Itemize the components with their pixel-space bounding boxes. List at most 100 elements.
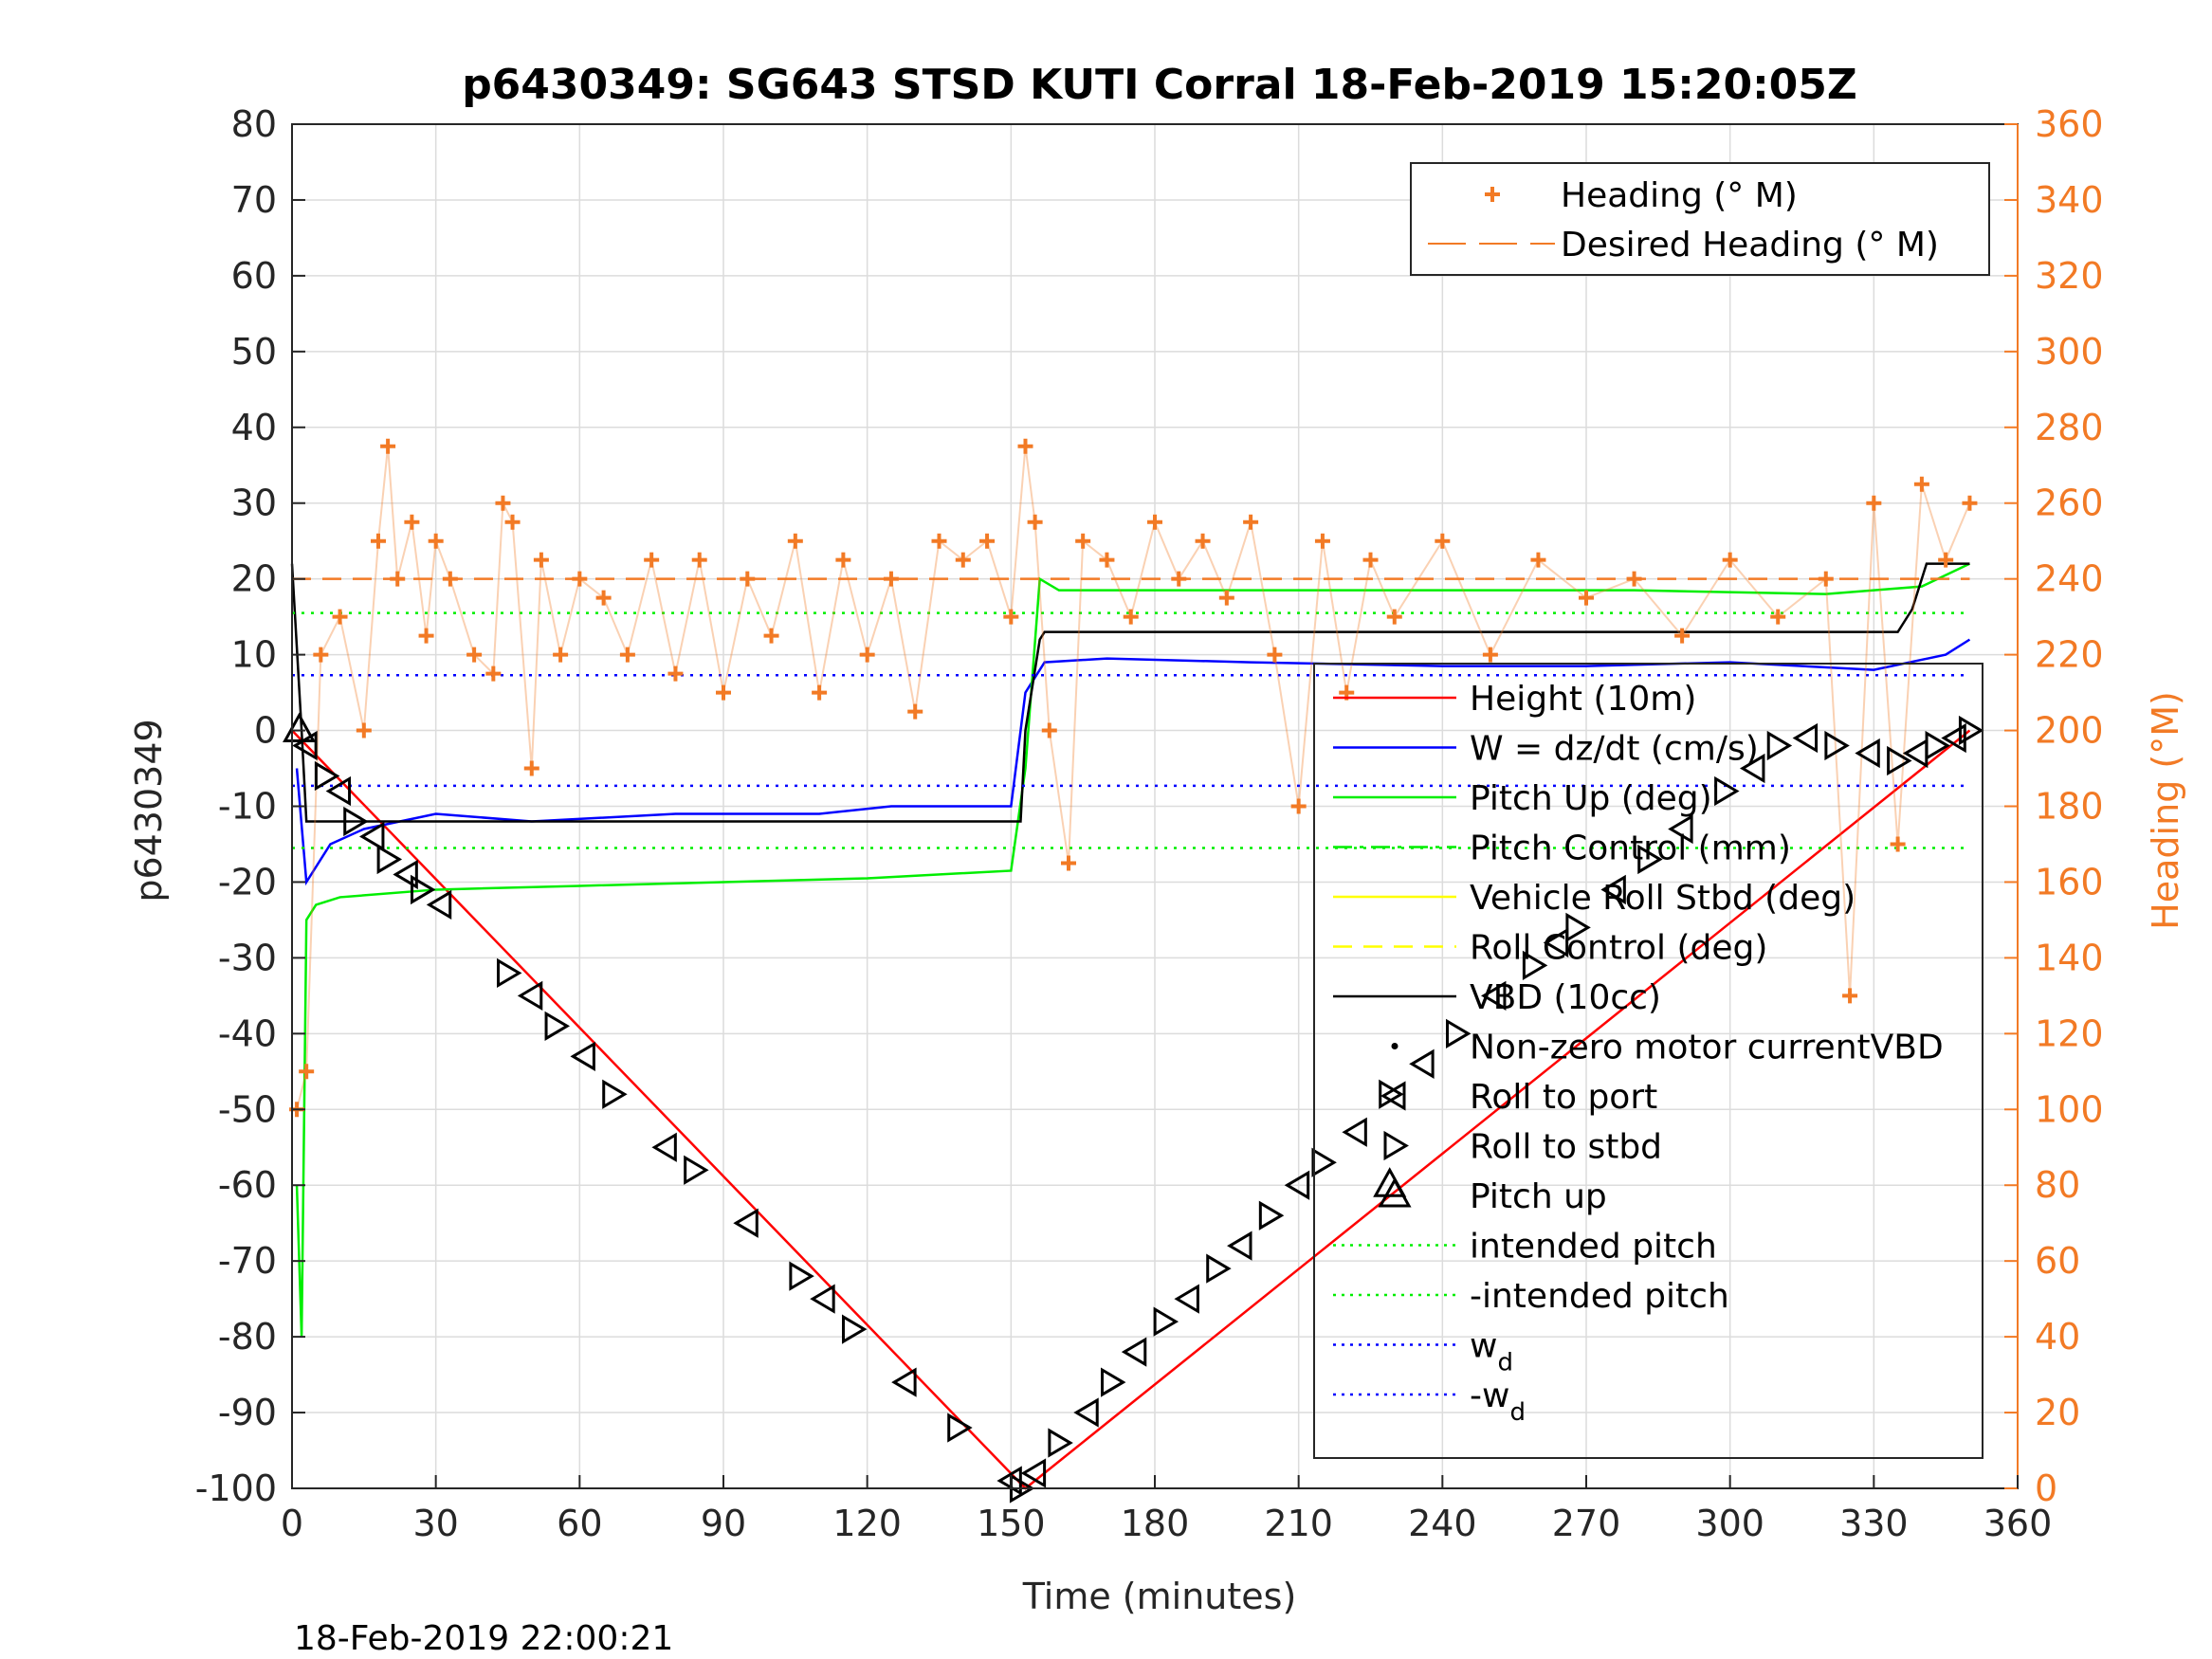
legend-main-box — [1313, 663, 1983, 1459]
left-tick-label: -10 — [218, 786, 277, 828]
roll-marker — [1020, 1458, 1047, 1488]
roll-marker — [1668, 813, 1693, 845]
heading-point — [1075, 533, 1091, 549]
roll-marker — [1342, 1117, 1367, 1147]
heading-point — [883, 571, 899, 587]
right-tick-label: 280 — [2035, 407, 2104, 448]
roll-marker — [1311, 1147, 1337, 1177]
roll-marker — [1855, 738, 1880, 769]
heading-point — [1171, 571, 1187, 587]
chart-title: p6430349: SG643 STSD KUTI Corral 18-Feb-… — [462, 61, 1857, 109]
heading-point — [1818, 571, 1834, 587]
roll-marker — [1073, 1397, 1099, 1428]
x-tick-label: 150 — [977, 1503, 1046, 1544]
heading-point — [1938, 552, 1954, 568]
right-tick-label: 0 — [2035, 1468, 2057, 1509]
heading-point — [716, 684, 731, 701]
roll-marker — [1048, 1428, 1073, 1458]
heading-point — [979, 533, 996, 549]
roll-marker — [1258, 1200, 1285, 1231]
roll-marker — [1206, 1253, 1232, 1284]
right-tick-label: 320 — [2035, 255, 2104, 297]
heading-point — [740, 571, 756, 587]
heading-point — [1674, 628, 1691, 644]
roll-marker — [810, 1284, 835, 1314]
roll-marker — [1766, 730, 1793, 761]
roll-marker — [411, 874, 436, 905]
heading-point — [1099, 552, 1115, 568]
right-tick-label: 60 — [2035, 1240, 2080, 1282]
legend-main-label: W = dz/dt (cm/s) — [1470, 730, 1759, 769]
heading-point — [1962, 495, 1978, 511]
left-tick-label: -30 — [218, 937, 277, 978]
legend-main-label: Roll to port — [1470, 1078, 1657, 1117]
roll-marker — [1121, 1337, 1147, 1367]
left-tick-label: -40 — [218, 1012, 277, 1054]
roll-marker — [570, 1041, 595, 1071]
heading-point — [1003, 609, 1019, 625]
roll-marker — [1941, 722, 1966, 754]
legend-main-label: Pitch up — [1470, 1177, 1607, 1216]
timestamp-label: 18-Feb-2019 22:00:21 — [294, 1619, 673, 1658]
heading-point — [1482, 647, 1498, 663]
heading-point — [1722, 552, 1738, 568]
legend-swatch-tri-up — [1378, 1176, 1412, 1208]
left-tick-label: -20 — [218, 861, 277, 902]
heading-point — [313, 647, 329, 663]
right-tick-label: 140 — [2035, 937, 2104, 978]
roll-marker — [1565, 912, 1591, 943]
right-tick-label: 100 — [2035, 1088, 2104, 1130]
legend-swatch-tri-left — [1380, 1081, 1406, 1111]
heading-point — [442, 571, 458, 587]
legend-main-label: Pitch Up (deg) — [1470, 779, 1712, 818]
heading-point — [812, 684, 828, 701]
roll-marker — [517, 980, 543, 1011]
heading-point — [763, 628, 779, 644]
roll-marker — [1284, 1170, 1310, 1200]
heading-point — [523, 760, 539, 776]
heading-point — [356, 722, 372, 738]
left-axis-ticks: -100-90-80-70-60-50-40-30-20-10010203040… — [195, 103, 305, 1509]
left-tick-label: 80 — [231, 103, 277, 145]
heading-point — [466, 647, 483, 663]
x-tick-label: 270 — [1552, 1503, 1621, 1544]
legend-main-label: intended pitch — [1470, 1228, 1717, 1267]
heading-point — [691, 552, 707, 568]
x-tick-label: 210 — [1264, 1503, 1333, 1544]
roll-marker — [376, 844, 403, 875]
left-tick-label: 70 — [231, 179, 277, 221]
x-tick-label: 30 — [412, 1503, 458, 1544]
left-tick-label: 10 — [231, 634, 277, 676]
heading-point — [418, 628, 434, 644]
roll-marker — [1824, 730, 1850, 761]
legend-heading-label: Desired Heading (° M) — [1561, 226, 1939, 264]
series-vbd-10cc — [290, 562, 1970, 823]
heading-point — [1866, 495, 1882, 511]
legend-heading: Heading (° M) Desired Heading (° M) — [1410, 162, 1990, 276]
heading-point — [1061, 855, 1076, 871]
roll-marker — [1446, 1018, 1472, 1048]
roll-marker — [1522, 950, 1548, 981]
roll-marker — [684, 1155, 709, 1185]
roll-marker — [1409, 1048, 1435, 1079]
roll-marker — [292, 730, 318, 761]
heading-point — [955, 552, 971, 568]
legend-main-label: Height (10m) — [1470, 680, 1696, 719]
roll-marker — [651, 1132, 677, 1162]
right-tick-label: 300 — [2035, 331, 2104, 373]
heading-point — [404, 514, 420, 530]
legend-main-label: -intended pitch — [1470, 1277, 1729, 1316]
heading-point — [380, 438, 396, 454]
heading-point — [1267, 647, 1283, 663]
heading-point — [504, 514, 521, 530]
roll-marker — [789, 1261, 814, 1291]
heading-point — [1842, 988, 1858, 1004]
right-tick-label: 240 — [2035, 558, 2104, 600]
right-tick-label: 180 — [2035, 786, 2104, 828]
heading-point — [299, 1064, 315, 1080]
legend-subscript: d — [1497, 1349, 1513, 1377]
x-axis-ticks: 0 30 60 90 120 150 180 210 240 270 300 330 360 — [281, 1475, 2052, 1544]
roll-marker — [1480, 980, 1507, 1011]
heading-point — [1041, 722, 1057, 738]
right-tick-label: 40 — [2035, 1316, 2080, 1358]
